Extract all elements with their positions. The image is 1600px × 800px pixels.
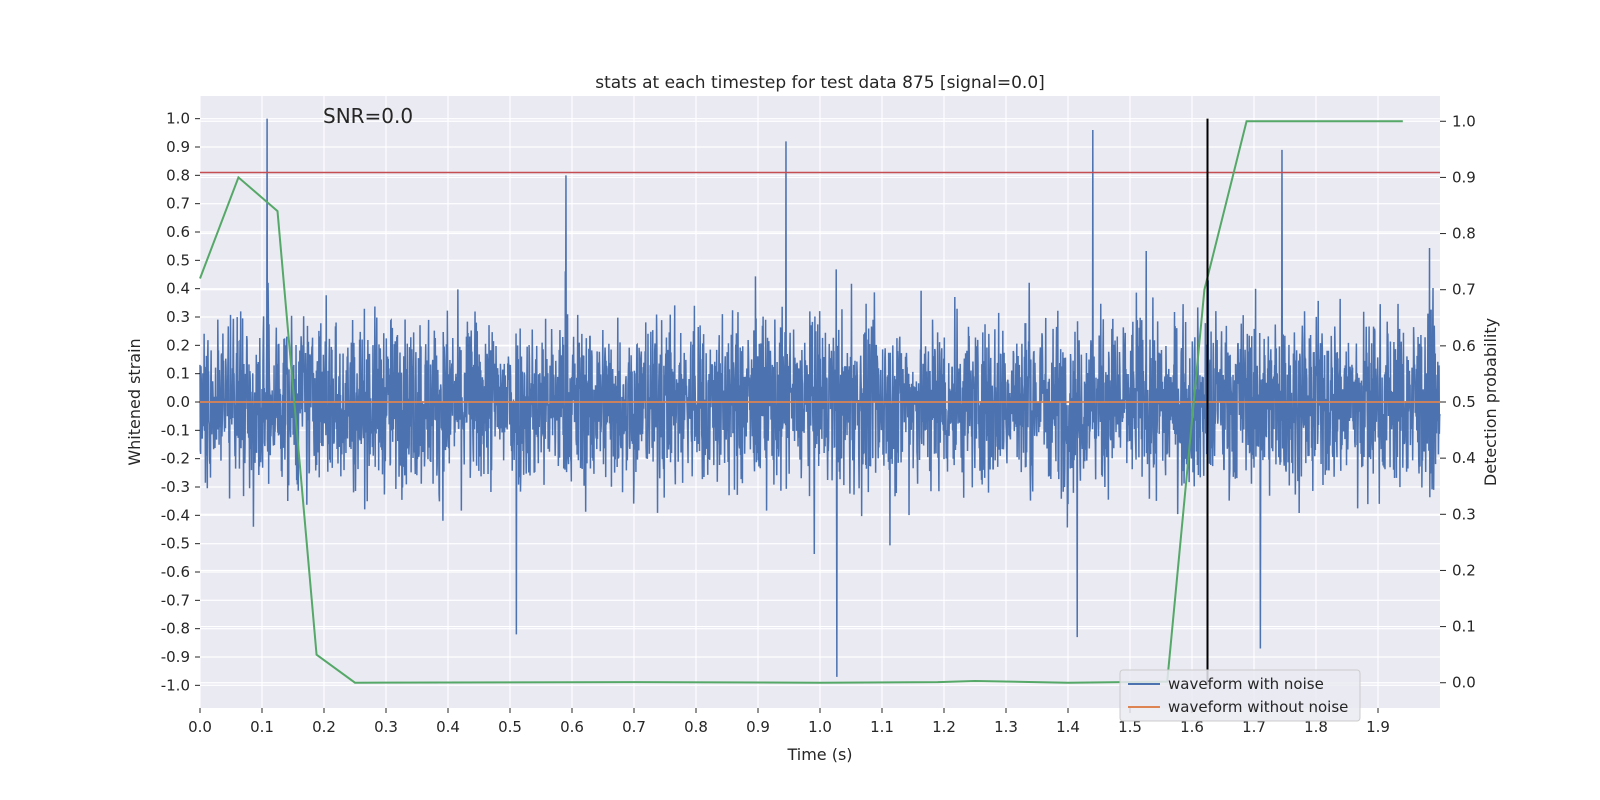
right-y-tick-label: 0.1 <box>1452 618 1476 636</box>
left-y-tick-label: 0.0 <box>166 393 190 411</box>
left-y-tick-label: 0.8 <box>166 166 190 184</box>
x-tick-label: 0.2 <box>312 718 336 736</box>
left-y-tick-label: -0.5 <box>161 535 190 553</box>
left-y-tick-label: 0.9 <box>166 138 190 156</box>
detection-probability-line <box>199 120 1403 684</box>
x-tick-label: 0.9 <box>746 718 770 736</box>
right-y-tick-label: 0.3 <box>1452 505 1476 523</box>
x-tick-label: 0.0 <box>188 718 212 736</box>
left-y-tick-label: 0.1 <box>166 365 190 383</box>
left-y-axis-ticks: 1.0 0.9 0.8 0.7 0.6 0.5 0.4 0.3 0.2 0.1 0.0 -0.1 -0.… <box>161 110 200 694</box>
detection-probability-series <box>199 120 1403 684</box>
left-y-tick-label: 0.5 <box>166 251 190 269</box>
left-y-tick-label: -0.1 <box>161 421 190 439</box>
left-y-tick-label: -0.2 <box>161 450 190 468</box>
right-y-tick-label: 0.4 <box>1452 449 1476 467</box>
left-y-tick-label: -0.9 <box>161 648 190 666</box>
legend-box <box>1119 669 1361 722</box>
right-y-axis-ticks: 1.0 0.9 0.8 0.7 0.6 0.5 0.4 0.3 0.2 0.1 0.0 <box>1440 112 1476 692</box>
x-tick-label: 0.4 <box>436 718 460 736</box>
chart-title: stats at each timestep for test data 875… <box>595 73 1045 93</box>
left-y-axis-label: Whitened strain <box>125 338 144 465</box>
legend-label-noisy: waveform with noise <box>1168 675 1324 693</box>
left-y-tick-label: 0.4 <box>166 280 190 298</box>
x-tick-label: 0.3 <box>374 718 398 736</box>
legend: waveform with noise waveform without noi… <box>1119 669 1361 722</box>
legend-label-clean: waveform without noise <box>1168 698 1348 716</box>
right-y-axis-label: Detection probability <box>1481 318 1500 486</box>
left-y-tick-label: -0.3 <box>161 478 190 496</box>
x-tick-label: 1.2 <box>932 718 956 736</box>
right-y-tick-label: 0.8 <box>1452 225 1476 243</box>
x-tick-label: 0.1 <box>250 718 274 736</box>
x-tick-label: 1.4 <box>1056 718 1080 736</box>
x-tick-label: 0.8 <box>684 718 708 736</box>
x-tick-label: 1.5 <box>1118 718 1142 736</box>
left-y-tick-label: -1.0 <box>161 676 190 694</box>
right-y-tick-label: 0.0 <box>1452 674 1476 692</box>
snr-annotation: SNR=0.0 <box>323 104 413 128</box>
x-tick-label: 1.1 <box>870 718 894 736</box>
x-tick-label: 0.7 <box>622 718 646 736</box>
noisy-waveform-series <box>199 118 1441 677</box>
right-y-tick-label: 0.5 <box>1452 393 1476 411</box>
x-tick-label: 0.6 <box>560 718 584 736</box>
x-tick-label: 1.3 <box>994 718 1018 736</box>
left-y-tick-label: -0.4 <box>161 506 190 524</box>
left-y-tick-label: -0.8 <box>161 620 190 638</box>
left-y-tick-label: 0.6 <box>166 223 190 241</box>
x-tick-label: 1.6 <box>1180 718 1204 736</box>
x-tick-label: 0.5 <box>498 718 522 736</box>
right-y-tick-label: 0.2 <box>1452 561 1476 579</box>
x-axis-label: Time (s) <box>786 745 852 764</box>
x-tick-label: 1.0 <box>808 718 832 736</box>
left-y-tick-label: 0.2 <box>166 336 190 354</box>
right-y-tick-label: 0.9 <box>1452 168 1476 186</box>
left-y-tick-label: 0.7 <box>166 195 190 213</box>
left-y-tick-label: 1.0 <box>166 110 190 128</box>
right-y-tick-label: 1.0 <box>1452 112 1476 130</box>
x-tick-label: 1.9 <box>1366 718 1390 736</box>
left-y-tick-label: -0.6 <box>161 563 190 581</box>
x-axis-ticks: 0.0 0.1 0.2 0.3 0.4 0.5 0.6 0.7 0.8 0.9 1.0 1.1 1.2 1… <box>188 708 1390 736</box>
x-tick-label: 1.8 <box>1304 718 1328 736</box>
right-y-tick-label: 0.6 <box>1452 337 1476 355</box>
right-y-tick-label: 0.7 <box>1452 281 1476 299</box>
noisy-waveform-line <box>199 118 1441 677</box>
left-y-tick-label: 0.3 <box>166 308 190 326</box>
x-tick-label: 1.7 <box>1242 718 1266 736</box>
left-y-tick-label: -0.7 <box>161 591 190 609</box>
